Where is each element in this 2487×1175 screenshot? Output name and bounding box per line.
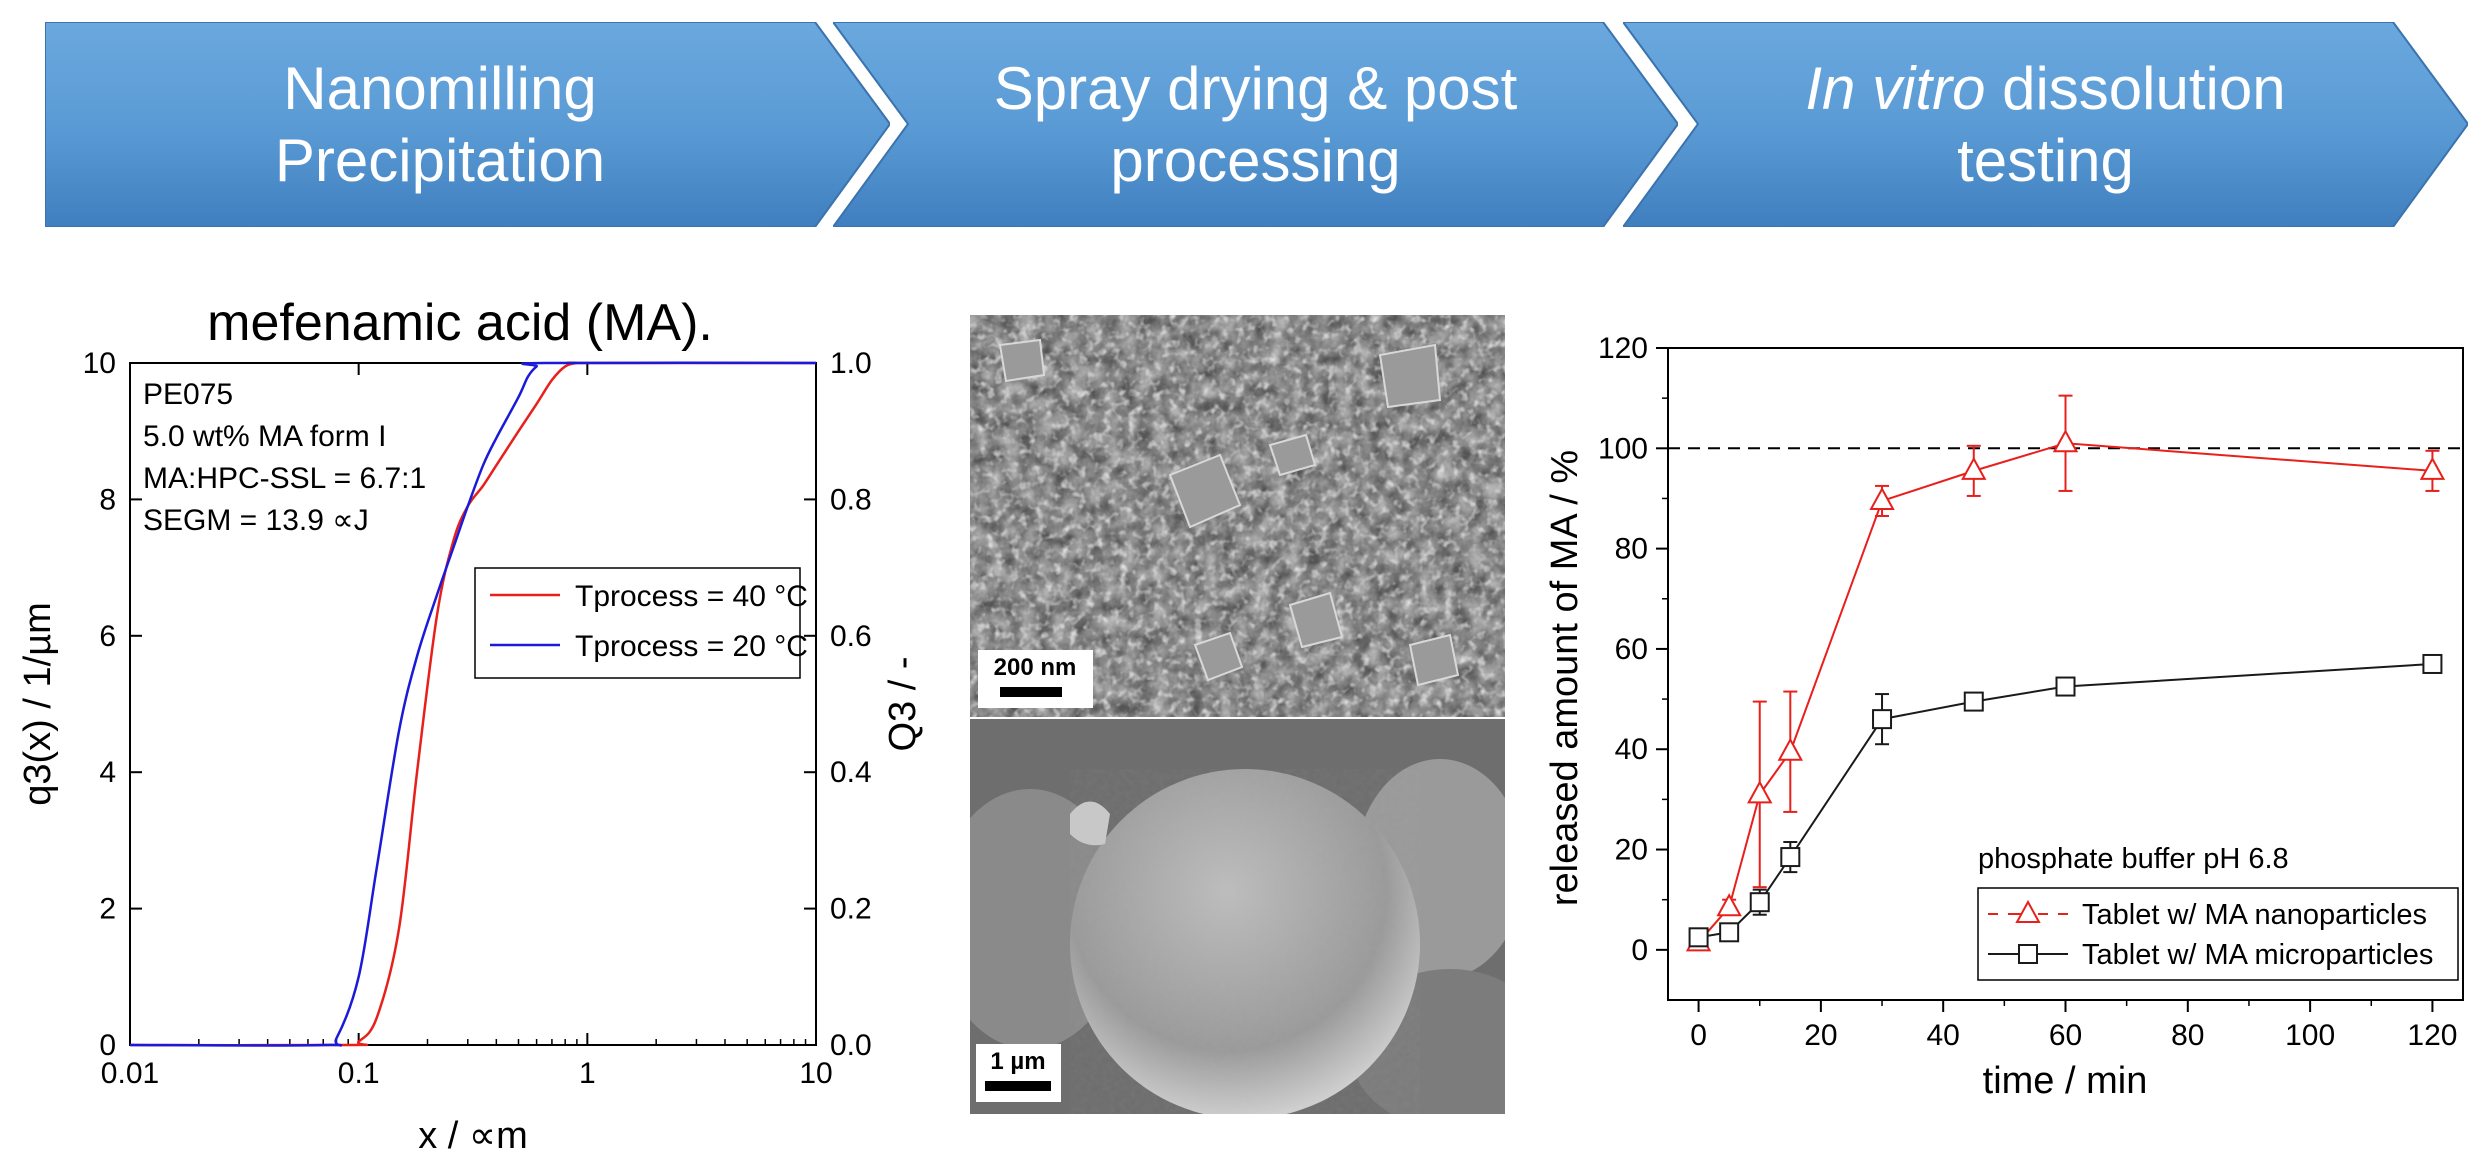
series-nano-line: [1697, 442, 2433, 943]
y-tick-label: 4: [99, 756, 116, 789]
y-tick-label: 120: [1598, 332, 1648, 365]
x-tick-label: 120: [2407, 1019, 2457, 1052]
x-tick-label: 100: [2285, 1019, 2335, 1052]
dissolution-chart: 0 20 40 60 80 100 120 0 20 40 60 80 100 120 phosphate…: [1520, 297, 2487, 1130]
data-point: [1872, 709, 1893, 730]
data-point: [2052, 429, 2079, 453]
data-point: [1688, 927, 1709, 948]
y-tick-label: 2: [99, 893, 116, 926]
data-point: [2422, 653, 2443, 674]
y-tick-label: 0: [99, 1029, 116, 1062]
chart-1-plot-area: [129, 362, 817, 1046]
chart-1-y2label: Q3 / -: [882, 656, 924, 751]
x-tick-label: 0.1: [338, 1057, 380, 1090]
x-tick-label: 0: [1690, 1019, 1707, 1052]
y-tick-label: 6: [99, 620, 116, 653]
legend-marker: [2015, 899, 2041, 923]
y2-tick-label: 0.2: [830, 893, 872, 926]
scale-bar-bottom-label: 1 µm: [990, 1048, 1045, 1075]
step-2-line-1: Spray drying & post: [993, 54, 1518, 122]
y-tick-label: 10: [83, 347, 116, 380]
process-step-1: Nanomilling Precipitation: [45, 22, 890, 227]
y2-tick-label: 0.4: [830, 756, 872, 789]
x-tick-label: 10: [799, 1057, 832, 1090]
chart-2-ylabel: released amount of MA / %: [1544, 450, 1586, 906]
step-1-line-1: Nanomilling: [283, 54, 597, 122]
y-tick-label: 0: [1631, 934, 1648, 967]
x-tick-label: 80: [2171, 1019, 2204, 1052]
scale-bar-top-label: 200 nm: [994, 654, 1077, 681]
data-point: [1961, 456, 1987, 480]
chart-1-title: mefenamic acid (MA).: [207, 294, 713, 352]
chart-2-legend: Tablet w/ MA nanoparticles Tablet w/ MA …: [1977, 887, 2459, 981]
scale-bar-1um: 1 µm: [976, 1044, 1061, 1102]
data-point: [2055, 676, 2076, 697]
data-point: [1749, 892, 1770, 913]
data-point: [1747, 780, 1773, 804]
scale-bar-200nm: 200 nm: [978, 650, 1093, 708]
chart-2-annotation: phosphate buffer pH 6.8: [1978, 843, 2289, 875]
chart-1-ylabel: q3(x) / 1/µm: [17, 602, 59, 806]
process-step-2: Spray drying & post processing: [833, 22, 1678, 227]
data-point: [1963, 691, 1984, 712]
sem-image-microparticle: 1 µm: [970, 719, 1505, 1114]
chart-2-xlabel: time / min: [1983, 1060, 2148, 1102]
legend-micro-label: Tablet w/ MA microparticles: [2082, 939, 2433, 971]
x-tick-label: 1: [579, 1057, 596, 1090]
legend-nano-label: Tablet w/ MA nanoparticles: [2082, 899, 2427, 931]
data-point: [1716, 893, 1742, 917]
particle-size-chart: mefenamic acid (MA). 0.01 0.1 1 10 0 2 4 6 8 10 0.…: [0, 280, 960, 1170]
y2-tick-label: 1.0: [830, 347, 872, 380]
x-tick-label: 40: [1927, 1019, 1960, 1052]
step-3-line-2: testing: [1957, 126, 2134, 194]
legend-red-label: Tprocess = 40 °C: [575, 580, 808, 613]
y-tick-label: 80: [1615, 533, 1648, 566]
annotation-energy: SEGM = 13.9 ∝J: [143, 504, 369, 537]
x-tick-label: 0.01: [101, 1057, 159, 1090]
annotation-concentration: 5.0 wt% MA form I: [143, 420, 386, 453]
sem-image-nanoparticles: 200 nm: [970, 315, 1505, 717]
x-tick-label: 60: [2049, 1019, 2082, 1052]
data-point: [1780, 847, 1801, 868]
step-2-line-2: processing: [1110, 126, 1401, 194]
series-20c-line: [129, 361, 817, 1047]
process-step-3: In vitro dissolution testing: [1623, 22, 2468, 227]
legend-marker: [2018, 944, 2038, 964]
y2-tick-label: 0.0: [830, 1029, 872, 1062]
data-point: [2419, 456, 2446, 480]
chart-1-xlabel: x / ∝m: [418, 1115, 527, 1157]
step-1-line-2: Precipitation: [274, 126, 606, 194]
legend-blue-label: Tprocess = 20 °C: [575, 630, 808, 663]
annotation-ratio: MA:HPC-SSL = 6.7:1: [143, 462, 426, 495]
step-3-italic: In vitro: [1805, 54, 1986, 122]
data-point: [1777, 737, 1803, 761]
chart-1-annotations: PE075 5.0 wt% MA form I MA:HPC-SSL = 6.7…: [143, 378, 426, 537]
y2-tick-label: 0.6: [830, 620, 872, 653]
step-3-line-1: dissolution: [1985, 54, 2286, 122]
y2-tick-label: 0.8: [830, 483, 872, 516]
y-tick-label: 40: [1615, 733, 1648, 766]
y-tick-label: 8: [99, 483, 116, 516]
annotation-sample: PE075: [143, 378, 233, 411]
y-tick-label: 60: [1615, 633, 1648, 666]
y-tick-label: 20: [1615, 834, 1648, 867]
x-tick-label: 20: [1804, 1019, 1837, 1052]
data-point: [1869, 486, 1895, 510]
chart-1-legend: Tprocess = 40 °C Tprocess = 20 °C: [474, 567, 808, 679]
data-point: [1719, 922, 1740, 943]
y-tick-label: 100: [1598, 432, 1648, 465]
